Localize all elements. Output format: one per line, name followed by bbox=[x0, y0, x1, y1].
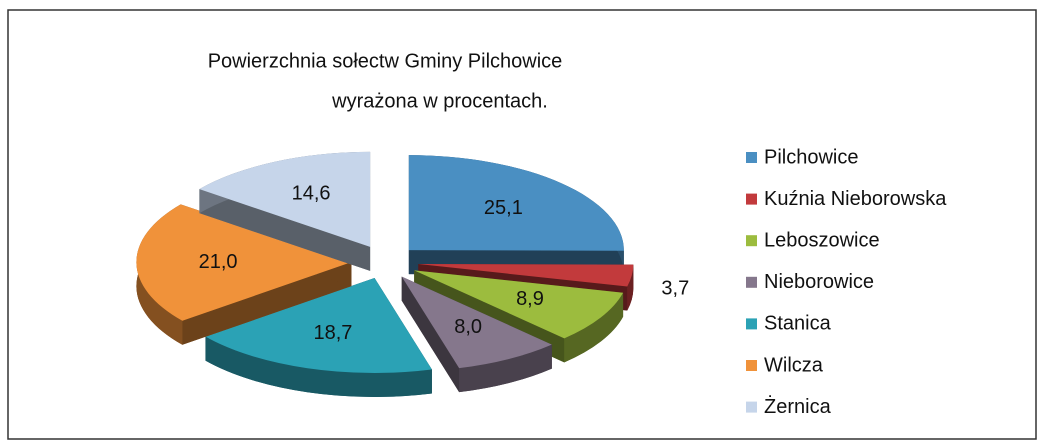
legend-label: Stanica bbox=[764, 313, 832, 335]
legend-swatch bbox=[746, 360, 757, 371]
slice-side bbox=[182, 262, 352, 345]
pie-slice bbox=[401, 276, 552, 369]
slice-side bbox=[564, 292, 624, 363]
pie-slice bbox=[414, 270, 624, 339]
pie-slice bbox=[408, 155, 624, 251]
legend-swatch bbox=[746, 193, 757, 205]
slice-side bbox=[199, 189, 371, 271]
legend-swatch bbox=[746, 401, 757, 413]
slice-side bbox=[459, 344, 552, 393]
data-label: 8,9 bbox=[516, 288, 544, 310]
legend-swatch bbox=[746, 276, 757, 288]
legend-label: Wilcza bbox=[764, 354, 824, 376]
legend-swatch bbox=[746, 318, 757, 330]
chart-title: wyrażona w procentach. bbox=[331, 90, 548, 112]
legend-label: Leboszowice bbox=[764, 229, 880, 251]
legend-swatch bbox=[746, 235, 757, 247]
data-label: 3,7 bbox=[661, 277, 689, 299]
chart-title: Powierzchnia sołectw Gminy Pilchowice bbox=[208, 50, 563, 72]
legend-label: Żernica bbox=[764, 395, 832, 418]
pie-slice bbox=[205, 277, 432, 373]
pie-slice bbox=[418, 264, 634, 287]
data-label: 14,6 bbox=[292, 182, 331, 204]
pie-slice bbox=[136, 204, 352, 321]
legend-label: Nieborowice bbox=[764, 271, 874, 293]
slice-side bbox=[401, 276, 460, 393]
data-label: 21,0 bbox=[199, 251, 238, 273]
slice-side bbox=[627, 264, 634, 311]
legend-swatch bbox=[746, 152, 757, 163]
data-label: 8,0 bbox=[454, 316, 482, 338]
legend-label: Pilchowice bbox=[764, 146, 858, 168]
data-label: 25,1 bbox=[484, 197, 523, 219]
legend-label: Kuźnia Nieborowska bbox=[764, 188, 947, 210]
slice-side bbox=[205, 336, 432, 397]
pie-slice bbox=[199, 151, 371, 247]
data-label: 18,7 bbox=[313, 322, 352, 344]
